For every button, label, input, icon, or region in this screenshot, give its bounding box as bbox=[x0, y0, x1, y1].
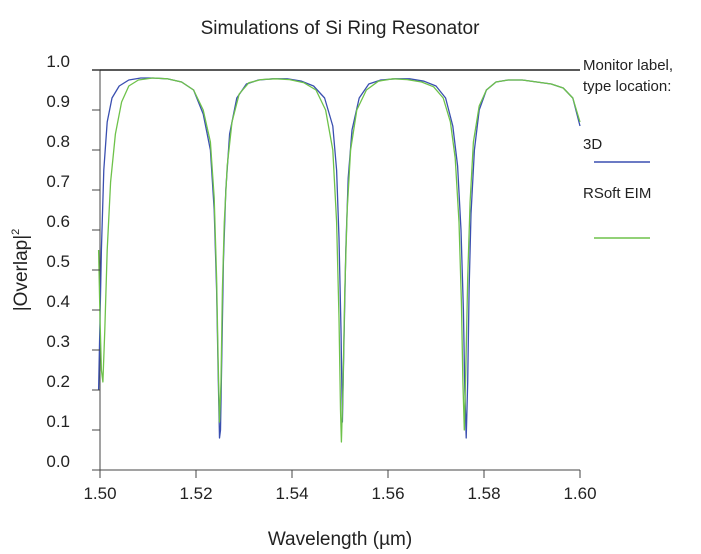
x-tick-label: 1.54 bbox=[275, 484, 308, 503]
y-tick-label: 0.6 bbox=[46, 212, 70, 231]
y-tick-label: 1.0 bbox=[46, 52, 70, 71]
plot-area: 0.00.10.20.30.40.50.60.70.80.91.0 1.50 1.… bbox=[46, 52, 596, 503]
y-tick-label: 0.2 bbox=[46, 372, 70, 391]
x-tick-label: 1.52 bbox=[179, 484, 212, 503]
x-axis-label: Wavelength (µm) bbox=[268, 529, 412, 550]
y-ticks: 0.0 0.1 0.2 0.3 0.4 0.5 0.6 0.7 0.8 0.9 1.0 bbox=[46, 52, 100, 471]
x-tick-label: 1.50 bbox=[83, 484, 116, 503]
y-tick-label: 0.0 bbox=[46, 452, 70, 471]
y-tick-label: 0.9 bbox=[46, 92, 70, 111]
y-axis-label-superscript: 2 bbox=[10, 229, 22, 235]
legend: Monitor label, type location: 3D RSoft E… bbox=[583, 57, 673, 239]
y-tick-label: 0.7 bbox=[46, 172, 70, 191]
x-tick-label: 1.56 bbox=[371, 484, 404, 503]
y-tick-label: 0.1 bbox=[46, 412, 70, 431]
legend-label-3d: 3D bbox=[583, 136, 602, 153]
legend-header-line-2: type location: bbox=[583, 78, 671, 95]
y-tick-label: 0.3 bbox=[46, 332, 70, 351]
y-tick-label: 0.8 bbox=[46, 132, 70, 151]
y-axis-label: |Overlap|2 bbox=[10, 229, 32, 312]
series-line-rsoft-eim bbox=[97, 77, 581, 443]
series-line-3d bbox=[97, 77, 581, 439]
series-layer bbox=[97, 77, 581, 443]
y-axis-label-main: |Overlap| bbox=[11, 235, 32, 311]
legend-label-rsoft-eim: RSoft EIM bbox=[583, 185, 651, 202]
chart-title: Simulations of Si Ring Resonator bbox=[201, 18, 480, 39]
x-tick-label: 1.58 bbox=[467, 484, 500, 503]
legend-header-line-1: Monitor label, bbox=[583, 57, 673, 74]
x-ticks: 1.50 1.52 1.54 1.56 1.58 1.60 bbox=[83, 470, 597, 503]
y-tick-label: 0.5 bbox=[46, 252, 70, 271]
y-tick-label: 0.4 bbox=[46, 292, 70, 311]
x-tick-label: 1.60 bbox=[563, 484, 596, 503]
